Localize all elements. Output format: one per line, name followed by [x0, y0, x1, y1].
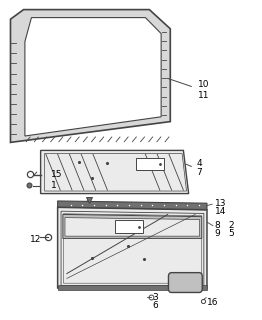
Text: 5: 5	[228, 229, 234, 238]
Polygon shape	[63, 214, 202, 238]
Polygon shape	[58, 201, 207, 210]
Polygon shape	[41, 150, 189, 194]
Text: 11: 11	[198, 92, 209, 100]
Text: 14: 14	[215, 207, 226, 216]
Polygon shape	[10, 10, 170, 142]
Polygon shape	[65, 218, 200, 236]
FancyBboxPatch shape	[168, 273, 202, 292]
Text: 1: 1	[51, 181, 57, 190]
Polygon shape	[58, 207, 207, 288]
Text: 10: 10	[198, 80, 209, 89]
Text: 15: 15	[51, 170, 63, 179]
Text: 16: 16	[207, 298, 219, 307]
Polygon shape	[58, 285, 207, 290]
Text: 8: 8	[215, 221, 221, 230]
Text: 7: 7	[196, 168, 202, 177]
Text: 2: 2	[228, 221, 233, 230]
Text: 3: 3	[152, 293, 158, 302]
Text: 9: 9	[215, 229, 221, 238]
Text: 4: 4	[196, 159, 202, 168]
Text: 12: 12	[30, 236, 41, 244]
Polygon shape	[25, 18, 161, 136]
FancyBboxPatch shape	[136, 158, 164, 170]
Text: 6: 6	[152, 301, 158, 310]
FancyBboxPatch shape	[115, 220, 143, 233]
Text: 13: 13	[215, 199, 226, 208]
